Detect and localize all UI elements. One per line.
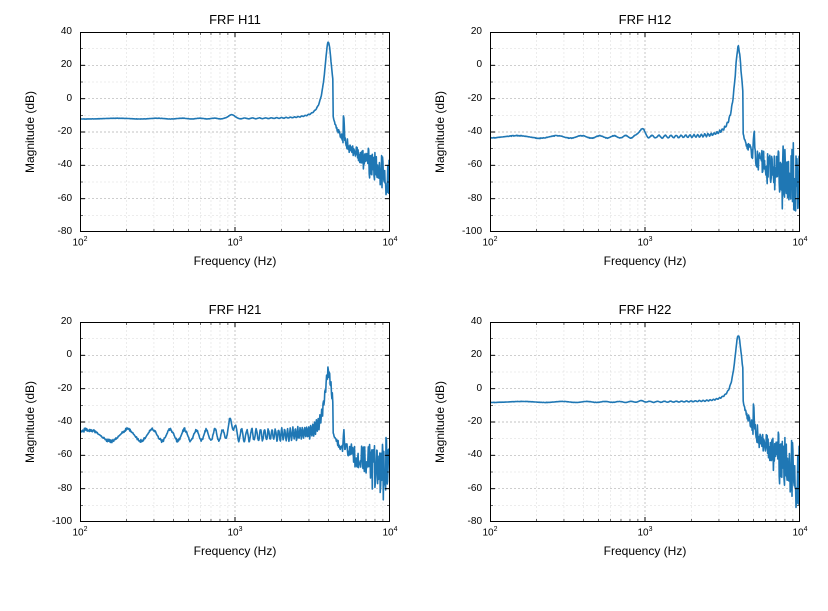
panel-title: FRF H21 <box>209 302 262 317</box>
ytick-label: -40 <box>468 449 482 460</box>
xtick-label: 102 <box>72 526 87 538</box>
panel-br <box>490 322 800 522</box>
ytick-label: -80 <box>468 193 482 204</box>
ytick-label: -20 <box>468 93 482 104</box>
ylabel: Magnitude (dB) <box>433 91 447 173</box>
xlabel: Frequency (Hz) <box>604 544 687 558</box>
ytick-label: -20 <box>468 416 482 427</box>
ytick-label: 20 <box>61 316 72 327</box>
panel-bl <box>80 322 390 522</box>
xlabel: Frequency (Hz) <box>194 254 277 268</box>
panel-title: FRF H11 <box>209 12 261 27</box>
xlabel: Frequency (Hz) <box>604 254 687 268</box>
xtick-label: 103 <box>227 526 242 538</box>
xtick-label: 102 <box>72 236 87 248</box>
xlabel: Frequency (Hz) <box>194 544 277 558</box>
ylabel: Magnitude (dB) <box>23 381 37 463</box>
plot-area <box>490 322 800 522</box>
figure: -80 -60 -40 -20 0 20 40 102 103 104 FRF H11 Frequen… <box>0 0 828 611</box>
ylabel: Magnitude (dB) <box>23 91 37 173</box>
xtick-label: 102 <box>482 526 497 538</box>
ytick-label: -20 <box>58 383 72 394</box>
ytick-label: -80 <box>58 483 72 494</box>
ytick-label: -60 <box>468 483 482 494</box>
xtick-label: 104 <box>792 236 807 248</box>
ytick-label: 20 <box>61 59 72 70</box>
panel-title: FRF H12 <box>619 12 672 27</box>
ytick-label: -20 <box>58 126 72 137</box>
ylabel: Magnitude (dB) <box>433 381 447 463</box>
ytick-label: 20 <box>471 26 482 37</box>
xtick-label: 104 <box>382 236 397 248</box>
xtick-label: 104 <box>792 526 807 538</box>
ytick-label: 0 <box>476 383 482 394</box>
ytick-label: 20 <box>471 349 482 360</box>
plot-area <box>80 322 390 522</box>
panel-tr <box>490 32 800 232</box>
ytick-label: 0 <box>476 59 482 70</box>
ytick-label: -100 <box>52 516 72 527</box>
xtick-label: 103 <box>637 236 652 248</box>
ytick-label: -100 <box>462 226 482 237</box>
ytick-label: 40 <box>61 26 72 37</box>
panel-title: FRF H22 <box>619 302 672 317</box>
ytick-label: -40 <box>468 126 482 137</box>
ytick-label: 40 <box>471 316 482 327</box>
ytick-label: -60 <box>58 193 72 204</box>
ytick-label: 0 <box>66 93 72 104</box>
xtick-label: 103 <box>637 526 652 538</box>
xtick-label: 104 <box>382 526 397 538</box>
plot-area <box>490 32 800 232</box>
ytick-label: -60 <box>58 449 72 460</box>
xtick-label: 102 <box>482 236 497 248</box>
ytick-label: -40 <box>58 416 72 427</box>
plot-area <box>80 32 390 232</box>
panel-tl <box>80 32 390 232</box>
ytick-label: -60 <box>468 159 482 170</box>
ytick-label: -80 <box>58 226 72 237</box>
ytick-label: -80 <box>468 516 482 527</box>
ytick-label: -40 <box>58 159 72 170</box>
xtick-label: 103 <box>227 236 242 248</box>
ytick-label: 0 <box>66 349 72 360</box>
